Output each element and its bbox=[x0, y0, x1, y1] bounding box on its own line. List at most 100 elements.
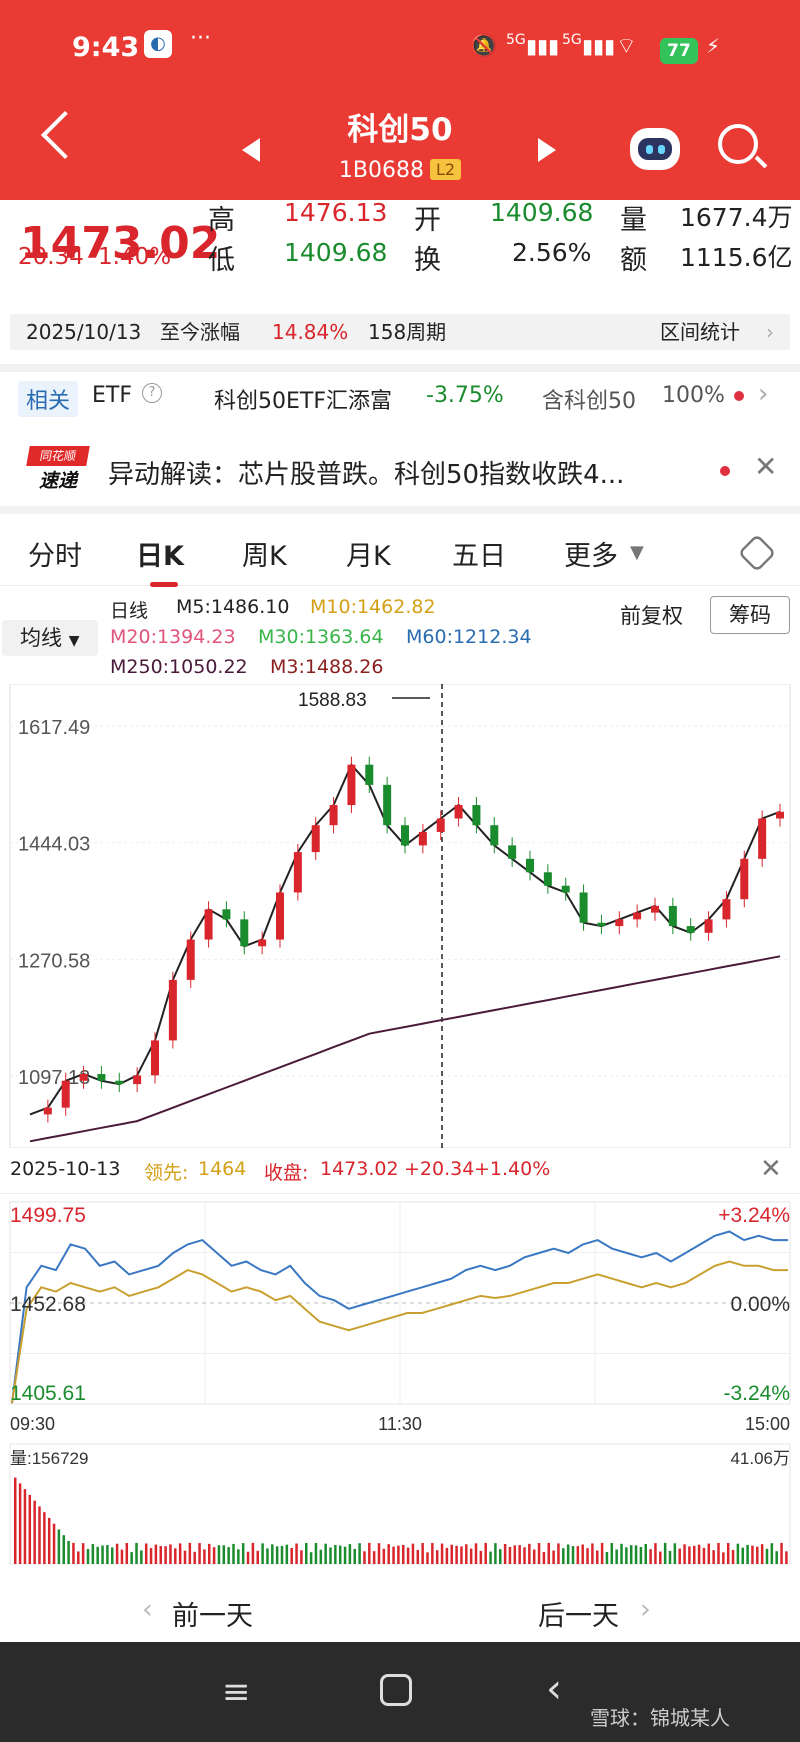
signal-5g-icon-2: 5G bbox=[562, 32, 582, 48]
ma-m5: M5:1486.10 bbox=[176, 596, 290, 618]
amount-label: 额 bbox=[620, 245, 647, 276]
volume-bar bbox=[489, 1551, 492, 1564]
volume-bar bbox=[557, 1543, 560, 1564]
chevron-right-icon: › bbox=[766, 320, 774, 344]
turnover-value: 2.56% bbox=[512, 238, 592, 267]
volume-bar bbox=[164, 1546, 167, 1564]
volume-bar bbox=[610, 1543, 614, 1564]
tab-intraday[interactable]: 分时 bbox=[28, 541, 82, 572]
volume-bar bbox=[542, 1551, 546, 1564]
volume-value: 1677.4万 bbox=[680, 203, 793, 232]
k-chart-svg: 1617.49 1444.03 1270.58 1097.13 1588.83 bbox=[9, 683, 791, 1149]
volume-bar bbox=[440, 1543, 444, 1564]
related-etf-row[interactable]: 相关 ETF ? 科创50ETF汇添富 -3.75% 含科创50 100% › bbox=[0, 375, 800, 433]
volume-bar bbox=[683, 1544, 686, 1564]
tab-monthly-k[interactable]: 月K bbox=[346, 541, 391, 572]
volume-bar bbox=[193, 1551, 196, 1564]
period-pct: 14.84% bbox=[272, 320, 349, 344]
volume-bar bbox=[33, 1500, 36, 1564]
volume-bar bbox=[392, 1546, 395, 1564]
volume-bar bbox=[154, 1544, 158, 1564]
volume-bar bbox=[523, 1547, 526, 1564]
k-candle-body bbox=[472, 805, 481, 826]
volume-bar bbox=[717, 1542, 720, 1564]
volume-bar bbox=[290, 1547, 293, 1564]
back-nav-icon[interactable]: ‹ bbox=[546, 1666, 562, 1712]
volume-bar bbox=[125, 1543, 129, 1564]
k-candle-body bbox=[97, 1074, 106, 1081]
prev-day-button[interactable]: 前一天 bbox=[172, 1601, 253, 1632]
k-y-tick-label: 1270.58 bbox=[18, 950, 90, 972]
intraday-chart-svg: 1499.75 1452.68 1405.61 +3.24% 0.00% -3.24% 09… bbox=[9, 1201, 791, 1565]
prev-stock-icon[interactable] bbox=[242, 138, 260, 162]
volume-bar bbox=[411, 1543, 415, 1564]
volume-bar bbox=[232, 1543, 235, 1564]
volume-bar bbox=[625, 1547, 628, 1564]
help-icon[interactable]: ? bbox=[142, 383, 162, 403]
volume-bar bbox=[140, 1550, 143, 1564]
volume-bar bbox=[469, 1548, 473, 1564]
volume-bar bbox=[256, 1550, 259, 1564]
settings-icon[interactable] bbox=[737, 533, 777, 573]
tab-daily-k[interactable]: 日K bbox=[136, 534, 184, 587]
volume-bar bbox=[455, 1545, 458, 1564]
level-badge: L2 bbox=[429, 159, 462, 180]
tab-five-day[interactable]: 五日 bbox=[452, 541, 506, 572]
volume-bar bbox=[208, 1543, 211, 1564]
volume-bar bbox=[785, 1551, 788, 1564]
chevron-down-icon: ▼ bbox=[68, 633, 80, 649]
chips-button[interactable]: 筹码 bbox=[710, 596, 790, 634]
volume-bar bbox=[358, 1543, 361, 1564]
volume-bar bbox=[135, 1542, 138, 1564]
menu-icon[interactable]: ≡ bbox=[222, 1672, 251, 1712]
volume-bar bbox=[460, 1546, 463, 1564]
close-icon[interactable]: ✕ bbox=[760, 1154, 782, 1184]
volume-bar bbox=[547, 1542, 550, 1564]
unread-dot bbox=[720, 466, 730, 476]
volume-bar bbox=[106, 1545, 109, 1564]
k-candle-body bbox=[347, 764, 356, 806]
home-icon[interactable] bbox=[380, 1674, 412, 1706]
robot-assistant-icon[interactable] bbox=[630, 128, 680, 170]
news-row[interactable]: 同花顺 速递 异动解读：芯片股普跌。科创50指数收跌4... ✕ bbox=[0, 440, 800, 504]
volume-bar bbox=[241, 1543, 245, 1564]
next-day-button[interactable]: 后一天 bbox=[538, 1601, 619, 1632]
ma-m30: M30:1363.64 bbox=[258, 626, 384, 648]
volume-bar bbox=[271, 1544, 274, 1564]
system-nav-bar: ≡ ‹ 雪球：锦城某人 bbox=[0, 1642, 800, 1742]
volume-bar bbox=[659, 1551, 662, 1564]
tab-more[interactable]: 更多 bbox=[564, 541, 618, 572]
volume-bar bbox=[377, 1543, 381, 1564]
k-candle-body bbox=[579, 892, 588, 923]
volume-bar bbox=[639, 1546, 643, 1564]
volume-bar bbox=[576, 1546, 580, 1564]
k-candle-body bbox=[543, 872, 552, 886]
k-candle-body bbox=[258, 939, 267, 947]
k-candle-body bbox=[293, 852, 302, 893]
close-icon[interactable]: ✕ bbox=[754, 450, 778, 483]
k-candle-body bbox=[561, 885, 570, 893]
volume-bar bbox=[47, 1517, 51, 1564]
search-icon[interactable] bbox=[718, 124, 758, 164]
volume-bar bbox=[760, 1544, 764, 1564]
volume-bar bbox=[203, 1549, 206, 1564]
volume-bar bbox=[275, 1546, 279, 1564]
k-candle-body bbox=[651, 905, 659, 913]
volume-bar bbox=[101, 1545, 104, 1564]
chevron-right-icon: › bbox=[758, 379, 769, 409]
daily-k-chart[interactable]: 1617.49 1444.03 1270.58 1097.13 1588.83 bbox=[0, 683, 800, 1149]
chevron-down-icon[interactable]: ▼ bbox=[630, 542, 644, 563]
range-stats-button[interactable]: 区间统计 bbox=[660, 320, 740, 344]
tab-weekly-k[interactable]: 周K bbox=[242, 541, 287, 572]
volume-bar bbox=[227, 1547, 230, 1564]
next-stock-icon[interactable] bbox=[538, 138, 556, 162]
volume-bar bbox=[484, 1542, 487, 1564]
k-candle-body bbox=[776, 811, 784, 819]
adjust-mode[interactable]: 前复权 bbox=[620, 604, 683, 628]
close-pct: +1.40% bbox=[474, 1158, 551, 1180]
amount-value: 1115.6亿 bbox=[680, 243, 793, 272]
period-bar[interactable]: 2025/10/13 至今涨幅 14.84% 158周期 区间统计 › bbox=[10, 314, 790, 350]
volume-bar bbox=[712, 1550, 715, 1564]
ma-dropdown-button[interactable]: 均线 ▼ bbox=[2, 620, 98, 656]
volume-bar bbox=[212, 1547, 216, 1564]
